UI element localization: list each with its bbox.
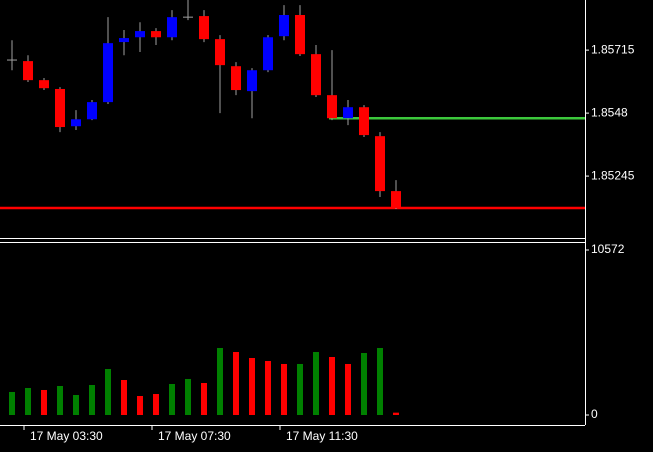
volume-bar (9, 391, 15, 415)
volume-bar (249, 357, 255, 415)
candle-body (39, 80, 49, 89)
candle-body (135, 31, 145, 38)
candle-body (247, 70, 257, 92)
y-tick-label: 1.8548 (591, 105, 628, 119)
volume-bar (265, 360, 271, 415)
candle-body (55, 88, 65, 128)
candle-body (343, 107, 353, 119)
volume-bar (137, 396, 143, 415)
candle-body (119, 38, 129, 43)
volume-bar (41, 389, 47, 415)
candle-body (263, 37, 273, 71)
volume-bar (89, 384, 95, 415)
candle-body (87, 102, 97, 120)
x-tick-label: 17 May 11:30 (286, 429, 358, 443)
x-tick-label: 17 May 07:30 (158, 429, 231, 443)
x-tick-label: 17 May 03:30 (30, 429, 103, 443)
volume-bar (393, 412, 399, 415)
candle-body (375, 136, 385, 192)
candle-body (199, 16, 209, 40)
volume-bar (121, 380, 127, 415)
candle-body (103, 43, 113, 103)
candle-body (311, 54, 321, 96)
volume-bar (153, 394, 159, 415)
candle-body (215, 39, 225, 66)
volume-bar (297, 363, 303, 415)
candle-body (231, 66, 241, 91)
volume-bar (233, 352, 239, 415)
candle-body (151, 31, 161, 38)
volume-bar (201, 382, 207, 415)
volume-bar (185, 378, 191, 415)
y-tick-label: 1.85245 (591, 168, 635, 182)
y-tick-label: 1.85715 (591, 42, 635, 56)
candle-body (295, 15, 305, 55)
volume-bar (217, 347, 223, 415)
candle-body (359, 107, 369, 136)
volume-bar (313, 352, 319, 415)
volume-bar (57, 385, 63, 415)
volume-bar (25, 387, 31, 415)
volume-bar (281, 363, 287, 415)
y-tick-label: 0 (591, 407, 598, 421)
candle-body (279, 15, 289, 37)
volume-bar (361, 353, 367, 415)
volume-bar (105, 368, 111, 415)
candle-body (167, 17, 177, 38)
volume-bar (329, 356, 335, 415)
candle-body (71, 119, 81, 127)
volume-bar (345, 363, 351, 415)
candle-body (391, 191, 401, 208)
volume-bar (377, 347, 383, 415)
volume-bar (73, 395, 79, 415)
candle-body (327, 95, 337, 119)
candle-body (23, 61, 33, 81)
y-tick-label: 10572 (591, 242, 625, 256)
volume-bar (169, 383, 175, 415)
